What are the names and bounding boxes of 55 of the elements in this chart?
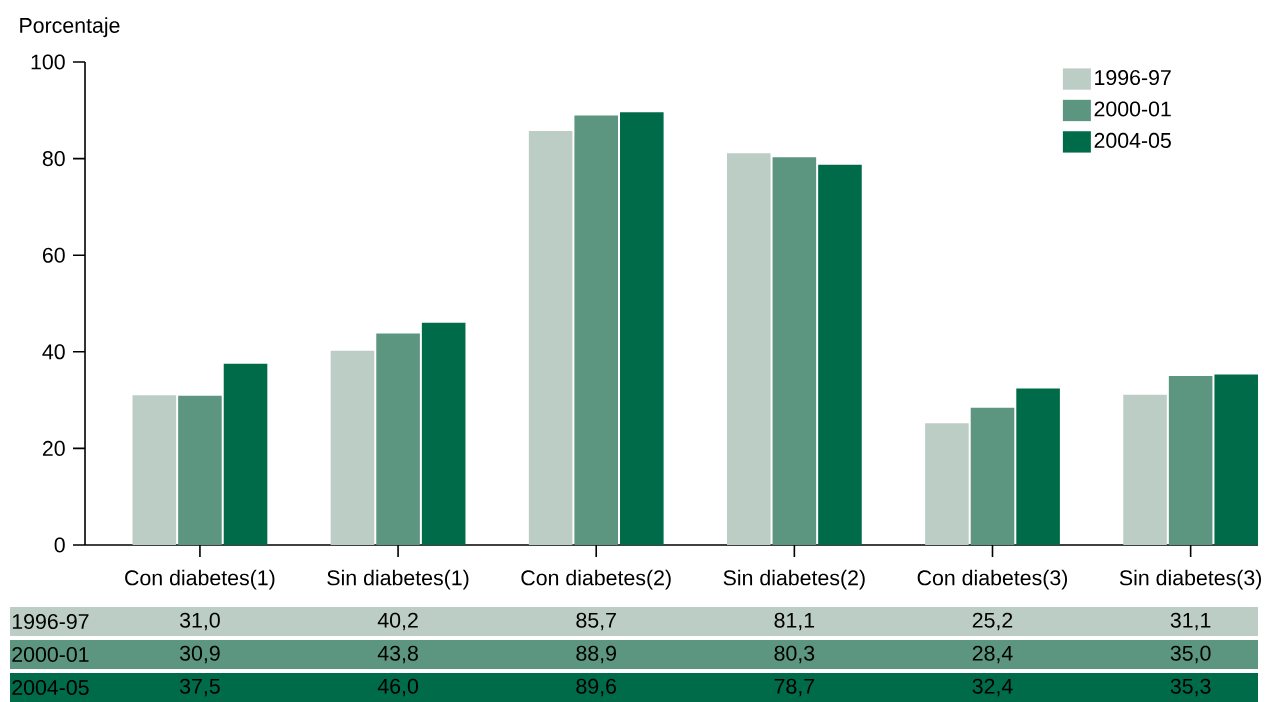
data-label: 25,2	[972, 612, 1013, 631]
data-label: 28,4	[972, 645, 1013, 664]
data-label: 31,1	[1170, 612, 1211, 631]
bar	[421, 322, 466, 545]
bar	[970, 407, 1015, 545]
y-tick-label: 100	[31, 54, 65, 70]
bar	[620, 112, 664, 545]
bar	[925, 423, 969, 545]
data-label: 85,7	[576, 612, 616, 631]
x-tick-label: Sin diabetes(2)	[723, 569, 865, 590]
data-label: 89,6	[576, 678, 617, 697]
data-label: 43,8	[377, 645, 418, 664]
y-tick-label: 60	[42, 247, 65, 263]
x-tick-label: Con diabetes(3)	[917, 569, 1068, 590]
text: 2000-01	[12, 646, 89, 663]
y-tick-label: 80	[42, 151, 65, 167]
bar	[376, 333, 420, 545]
data-label: 35,0	[1170, 645, 1211, 664]
data-label: 32,4	[972, 678, 1013, 697]
legend-label: 2004-05	[1094, 132, 1171, 148]
data-label: 78,7	[774, 678, 815, 697]
data-label: 31,0	[179, 612, 220, 631]
bar	[772, 157, 817, 545]
legend-label: 2000-01	[1094, 101, 1171, 117]
data-label: 81,1	[774, 612, 815, 631]
x-tick-label: Sin diabetes(1)	[327, 569, 469, 590]
bar	[1214, 374, 1259, 545]
data-label: 46,0	[377, 678, 418, 697]
bar	[528, 131, 573, 545]
y-tick-label: 20	[42, 440, 65, 456]
bar	[1168, 375, 1213, 545]
text: 2004-05	[12, 679, 89, 696]
data-label: 40,2	[377, 612, 418, 631]
data-label: 88,9	[576, 645, 616, 664]
legend-label: 1996-97	[1095, 70, 1171, 86]
bar	[726, 153, 771, 545]
bar	[574, 115, 619, 545]
x-tick-label: Con diabetes(2)	[521, 569, 671, 590]
text: 1996-97	[12, 613, 89, 630]
y-tick-label: 0	[54, 537, 65, 553]
bar	[1016, 388, 1060, 545]
bar	[178, 395, 222, 545]
y-tick-label: 40	[42, 344, 65, 360]
y-axis-title: Porcentaje	[20, 17, 120, 38]
data-label: 80,3	[774, 645, 815, 664]
data-label: 37,5	[179, 678, 220, 697]
data-label: 35,3	[1170, 678, 1211, 697]
data-label: 30,9	[179, 645, 220, 664]
bar	[818, 164, 862, 545]
x-tick-label: Con diabetes(1)	[125, 569, 275, 590]
x-tick-label: Sin diabetes(3)	[1119, 569, 1262, 590]
bar	[330, 350, 375, 545]
bar	[1123, 394, 1167, 545]
bar	[223, 363, 268, 545]
bar	[132, 395, 177, 545]
